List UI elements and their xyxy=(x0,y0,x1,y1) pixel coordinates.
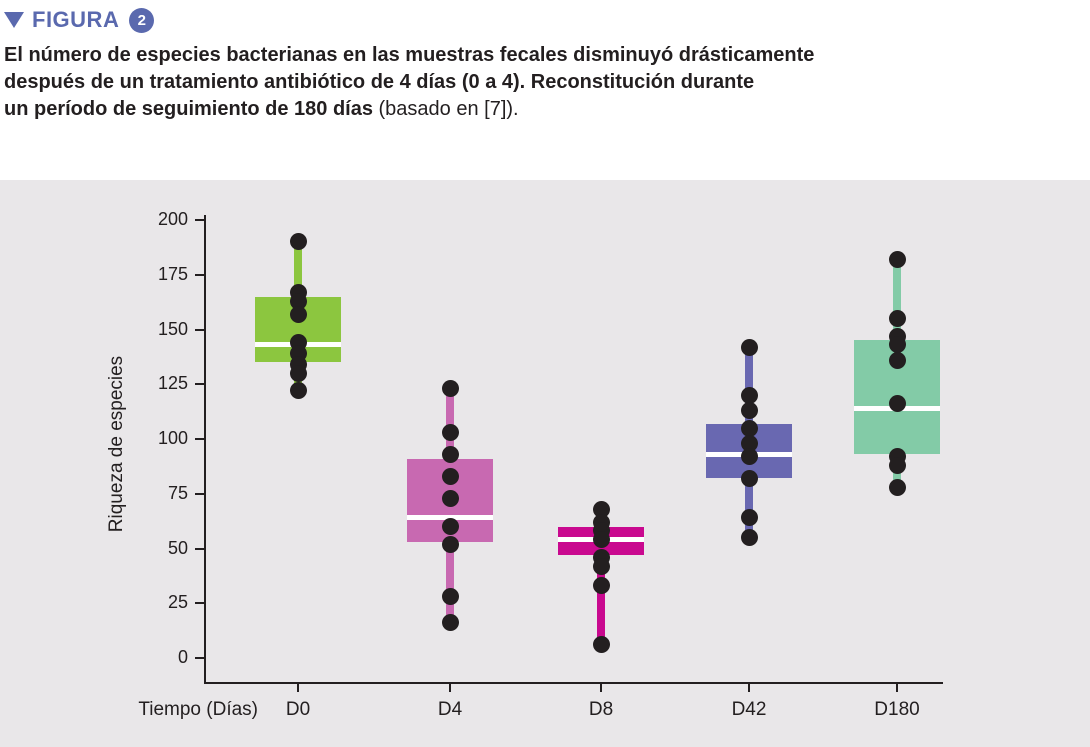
whisker-lower xyxy=(745,478,753,538)
whisker-upper xyxy=(446,388,454,459)
data-point-dot xyxy=(888,351,906,369)
data-point-dot xyxy=(441,614,459,632)
data-point-dot xyxy=(441,588,459,606)
figure-label: FIGURA xyxy=(32,7,120,32)
y-axis-tick-label: 150 xyxy=(157,318,188,339)
data-point-dot xyxy=(592,531,610,549)
data-point-dot xyxy=(441,518,459,536)
x-axis-tick-label: D4 xyxy=(437,699,463,720)
data-point-dot xyxy=(441,380,459,398)
data-point-dot xyxy=(888,310,906,328)
x-axis-title: Tiempo (Días) xyxy=(138,699,258,720)
figure-header: FIGURA 2 xyxy=(4,6,155,34)
y-axis-tick xyxy=(195,602,204,605)
data-point-dot xyxy=(740,529,758,547)
caption-line-3-normal: (basado en [7]). xyxy=(372,98,519,120)
data-point-dot xyxy=(888,250,906,268)
caption-line-1: El número de especies bacterianas en las… xyxy=(4,44,815,66)
data-point-dot xyxy=(289,233,307,251)
data-point-dot xyxy=(592,577,610,595)
data-point-dot xyxy=(592,500,610,518)
chart-panel: Riqueza de especies Tiempo (Días) 0 25 50 7… xyxy=(0,180,1090,747)
data-point-dot xyxy=(740,419,758,437)
y-axis-tick xyxy=(195,219,204,221)
data-point-dot xyxy=(441,423,459,441)
data-point-dot xyxy=(740,469,758,487)
y-axis-tick xyxy=(195,273,204,276)
caption-line-2: después de un tratamiento antibiótico de… xyxy=(4,71,755,93)
y-axis-tick-label: 50 xyxy=(167,537,188,558)
x-axis-tick-label: D8 xyxy=(588,699,614,720)
data-point-dot xyxy=(888,478,906,496)
y-axis-tick xyxy=(195,328,204,331)
median-line xyxy=(407,515,493,521)
x-axis-tick-label: D180 xyxy=(874,699,920,720)
y-axis-tick xyxy=(195,492,204,495)
data-point-dot xyxy=(740,402,758,420)
figure-marker-triangle-icon xyxy=(4,12,24,28)
data-point-dot xyxy=(740,434,758,452)
x-axis-tick xyxy=(748,683,750,692)
caption-line-3-bold: un período de seguimiento de 180 días xyxy=(4,98,373,120)
whisker-lower xyxy=(597,555,605,645)
data-point-dot xyxy=(888,395,906,413)
data-point-dot xyxy=(441,445,459,463)
whisker-upper xyxy=(294,241,302,297)
data-point-dot xyxy=(289,305,307,323)
plot-area: Riqueza de especies Tiempo (Días) 0 25 50 7… xyxy=(0,180,1090,747)
y-axis-tick-label: 75 xyxy=(167,482,188,503)
y-axis-tick-label: 25 xyxy=(167,592,188,613)
x-axis-tick xyxy=(600,683,602,692)
data-point-dot xyxy=(289,292,307,310)
data-point-dot xyxy=(740,509,758,527)
y-axis-tick-label: 125 xyxy=(157,373,188,394)
whisker-upper xyxy=(893,259,901,341)
figure-caption: El número de especies bacterianas en las… xyxy=(4,42,814,123)
y-axis-tick xyxy=(195,547,204,550)
data-point-dot xyxy=(441,467,459,485)
data-point-dot xyxy=(592,636,610,654)
data-point-dot xyxy=(441,535,459,553)
data-point-dot xyxy=(740,386,758,404)
y-axis-tick xyxy=(195,383,204,386)
x-axis-tick xyxy=(449,683,451,692)
y-axis-tick-label: 100 xyxy=(157,428,188,448)
y-axis-tick xyxy=(195,438,204,440)
data-point-dot xyxy=(289,382,307,400)
data-point-dot xyxy=(888,336,906,354)
figure-number-badge: 2 xyxy=(129,7,155,33)
x-axis-tick-label: D0 xyxy=(285,699,311,720)
data-point-dot xyxy=(592,557,610,575)
y-axis-tick-label: 175 xyxy=(157,263,188,284)
x-axis-tick-label: D42 xyxy=(731,699,767,720)
y-axis-tick xyxy=(195,657,204,659)
x-axis-tick xyxy=(297,683,299,692)
data-point-dot xyxy=(740,338,758,356)
x-axis-line xyxy=(204,682,943,684)
y-axis-tick-label: 0 xyxy=(177,647,188,667)
data-point-dot xyxy=(888,456,906,474)
whisker-lower xyxy=(446,541,454,623)
x-axis-tick xyxy=(896,683,898,692)
whisker-upper xyxy=(745,347,753,424)
data-point-dot xyxy=(740,448,758,466)
y-axis-line xyxy=(204,215,206,684)
y-axis-tick-label: 200 xyxy=(157,209,188,229)
data-point-dot xyxy=(441,489,459,507)
data-point-dot xyxy=(289,364,307,382)
